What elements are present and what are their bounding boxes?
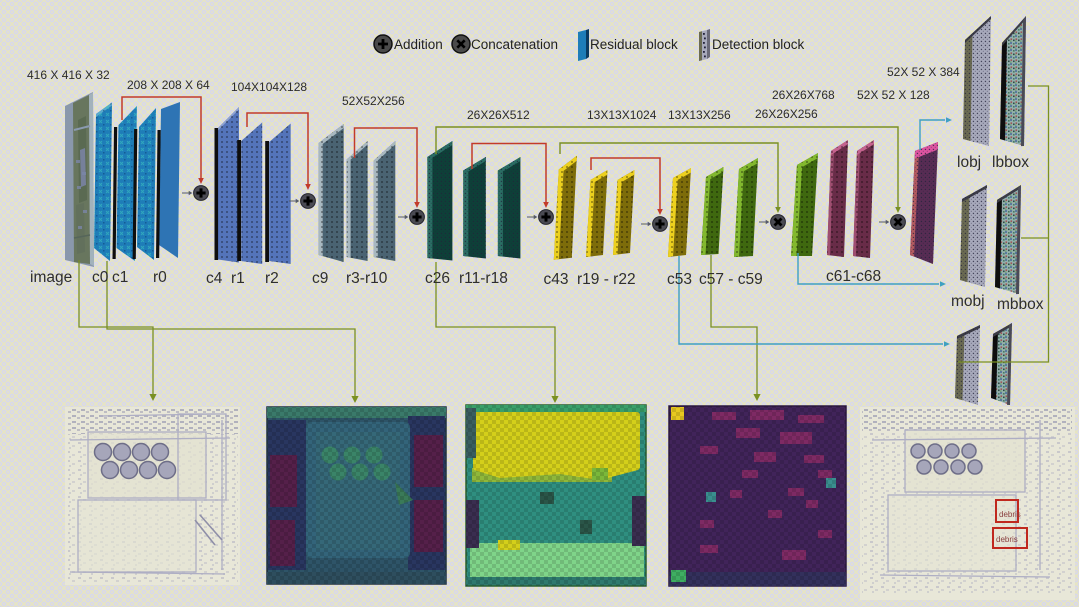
svg-text:104X104X128: 104X104X128 (231, 80, 307, 94)
svg-text:52X 52 X 128: 52X 52 X 128 (857, 88, 930, 102)
svg-text:mbbox: mbbox (997, 296, 1044, 313)
svg-text:c0: c0 (92, 269, 109, 286)
svg-text:13X13X1024: 13X13X1024 (587, 108, 657, 122)
svg-text:52X52X256: 52X52X256 (342, 94, 405, 108)
svg-text:lbbox: lbbox (992, 154, 1029, 171)
svg-text:debris: debris (996, 535, 1018, 544)
svg-text:52X 52 X 384: 52X 52 X 384 (887, 65, 960, 79)
svg-text:r3-r10: r3-r10 (346, 270, 388, 287)
svg-text:r0: r0 (153, 269, 167, 286)
svg-text:c43: c43 (544, 271, 569, 288)
svg-text:c61-c68: c61-c68 (826, 268, 881, 285)
svg-text:26X26X512: 26X26X512 (467, 108, 530, 122)
svg-text:r11-r18: r11-r18 (459, 270, 508, 287)
svg-text:208 X 208 X 64: 208 X 208 X 64 (127, 78, 210, 92)
svg-text:26X26X768: 26X26X768 (772, 88, 835, 102)
svg-text:r19 - r22: r19 - r22 (577, 271, 636, 288)
svg-text:c1: c1 (112, 269, 128, 286)
svg-text:debris: debris (999, 510, 1021, 519)
svg-text:c53: c53 (667, 271, 692, 288)
svg-text:c26: c26 (425, 270, 450, 287)
svg-text:Detection block: Detection block (712, 37, 805, 52)
svg-text:r2: r2 (265, 270, 279, 287)
svg-text:c57 - c59: c57 - c59 (699, 271, 763, 288)
svg-text:Concatenation: Concatenation (471, 37, 558, 52)
svg-text:13X13X256: 13X13X256 (668, 108, 731, 122)
svg-text:c9: c9 (312, 270, 328, 287)
svg-text:Addition: Addition (394, 37, 443, 52)
svg-text:lobj: lobj (957, 154, 981, 171)
svg-text:mobj: mobj (951, 293, 985, 310)
svg-text:26X26X256: 26X26X256 (755, 107, 818, 121)
svg-text:image: image (30, 269, 72, 286)
svg-text:416 X 416 X 32: 416 X 416 X 32 (27, 68, 110, 82)
svg-text:Residual block: Residual block (590, 37, 678, 52)
svg-text:r1: r1 (231, 270, 245, 287)
svg-text:c4: c4 (206, 270, 223, 287)
